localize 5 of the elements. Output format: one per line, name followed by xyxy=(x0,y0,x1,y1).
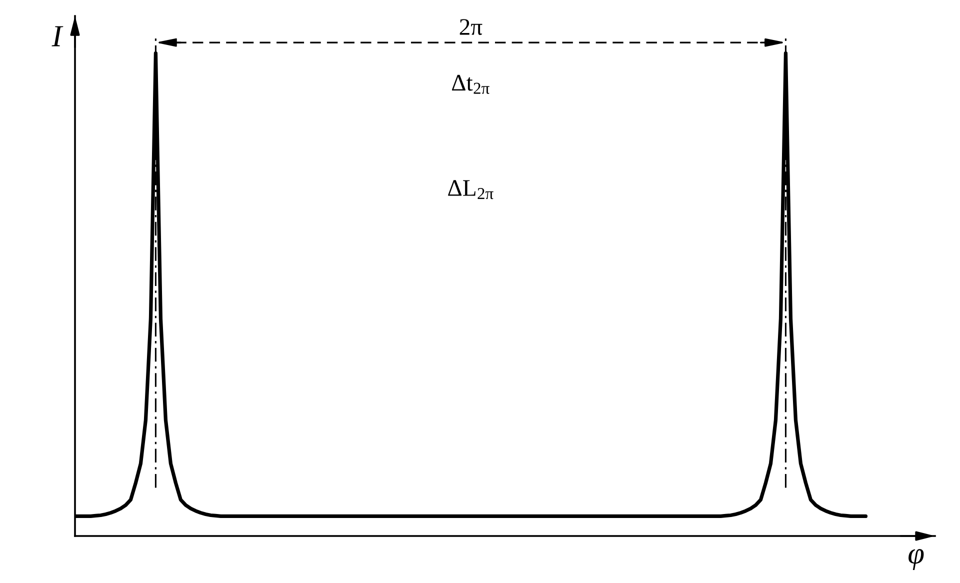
annotation: ΔL$_{2π}$ xyxy=(448,180,494,200)
annotation: Δt$_{2π}$ xyxy=(452,74,490,94)
y-axis-title: I xyxy=(52,26,64,46)
text: 2π xyxy=(460,19,482,35)
x-axis-title: φ xyxy=(908,549,924,570)
